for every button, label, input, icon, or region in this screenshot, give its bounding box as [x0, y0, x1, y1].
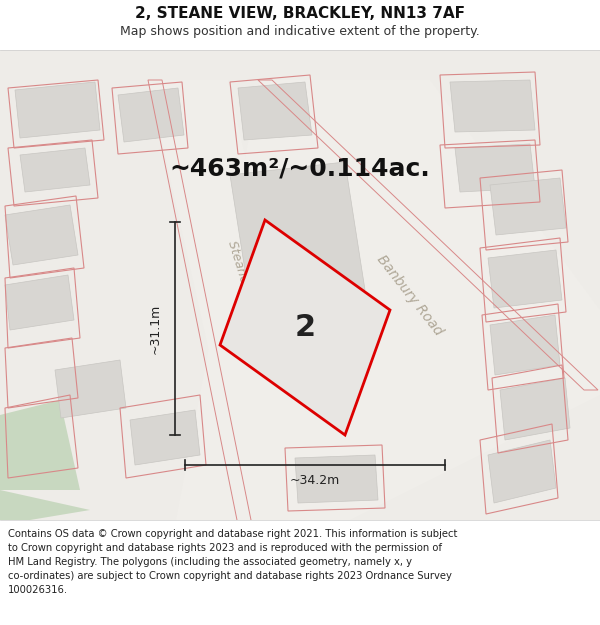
Polygon shape — [455, 144, 535, 192]
Text: co-ordinates) are subject to Crown copyright and database rights 2023 Ordnance S: co-ordinates) are subject to Crown copyr… — [8, 571, 452, 581]
Polygon shape — [55, 360, 126, 418]
Polygon shape — [500, 378, 570, 440]
Text: 2, STEANE VIEW, BRACKLEY, NN13 7AF: 2, STEANE VIEW, BRACKLEY, NN13 7AF — [135, 6, 465, 21]
Polygon shape — [148, 80, 328, 525]
Polygon shape — [175, 80, 600, 525]
Polygon shape — [118, 88, 184, 142]
Text: ~31.1m: ~31.1m — [149, 303, 161, 354]
Text: 2: 2 — [295, 313, 316, 342]
Text: Banbury Road: Banbury Road — [374, 252, 446, 338]
Polygon shape — [295, 455, 378, 503]
Text: to Crown copyright and database rights 2023 and is reproduced with the permissio: to Crown copyright and database rights 2… — [8, 543, 442, 553]
Text: Steane View: Steane View — [226, 239, 260, 317]
Text: HM Land Registry. The polygons (including the associated geometry, namely x, y: HM Land Registry. The polygons (includin… — [8, 557, 412, 567]
Polygon shape — [488, 440, 556, 503]
Polygon shape — [15, 82, 100, 138]
Bar — [0, 50, 600, 520]
Bar — [0, 0, 600, 50]
Polygon shape — [20, 148, 90, 192]
Polygon shape — [0, 490, 90, 525]
Polygon shape — [5, 275, 74, 330]
Polygon shape — [220, 220, 390, 435]
Text: 100026316.: 100026316. — [8, 585, 68, 595]
Text: ~34.2m: ~34.2m — [290, 474, 340, 488]
Polygon shape — [230, 162, 365, 302]
Text: Contains OS data © Crown copyright and database right 2021. This information is : Contains OS data © Crown copyright and d… — [8, 529, 457, 539]
Polygon shape — [450, 80, 535, 132]
Polygon shape — [238, 82, 312, 140]
Text: Map shows position and indicative extent of the property.: Map shows position and indicative extent… — [120, 24, 480, 38]
Polygon shape — [490, 315, 560, 375]
Polygon shape — [0, 400, 80, 490]
Polygon shape — [130, 410, 200, 465]
Polygon shape — [488, 250, 562, 308]
Polygon shape — [490, 178, 566, 235]
Text: ~463m²/~0.114ac.: ~463m²/~0.114ac. — [170, 156, 430, 180]
Polygon shape — [5, 205, 78, 265]
Bar — [0, 520, 600, 625]
